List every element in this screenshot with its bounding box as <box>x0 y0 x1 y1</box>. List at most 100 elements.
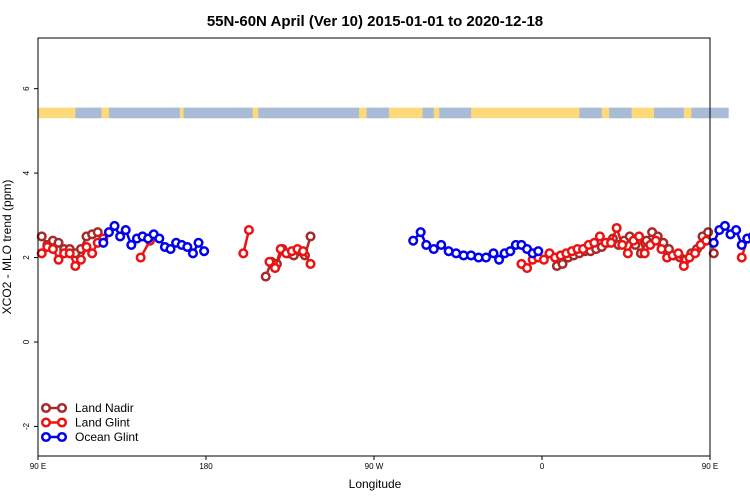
strip-ocean-patch <box>422 107 434 119</box>
strip-ocean-patch <box>258 107 360 119</box>
land-ocean-strip <box>38 107 729 119</box>
ocean-glint-point <box>415 227 426 238</box>
legend-marker-land-glint <box>40 417 52 428</box>
x-axis: 90 E 180 90 W 0 90 E <box>30 456 718 471</box>
ocean-glint-point <box>120 225 131 236</box>
land-glint-point <box>270 263 281 274</box>
land-glint-point <box>264 256 275 267</box>
ocean-glint-point <box>505 246 516 257</box>
ocean-glint-point <box>126 239 137 250</box>
legend-marker-ocean-glint <box>40 431 52 443</box>
legend-marker-land-nadir <box>56 402 68 414</box>
ocean-glint-point <box>428 244 439 255</box>
x-tick-label: 90 W <box>365 462 384 471</box>
land-glint-point <box>243 225 254 236</box>
x-tick-label: 180 <box>199 462 213 471</box>
ocean-glint-point <box>736 239 747 250</box>
ocean-glint-point <box>480 252 492 263</box>
x-tick-label: 0 <box>540 462 545 471</box>
land-glint-point <box>736 252 747 263</box>
legend-label-land-nadir: Land Nadir <box>75 401 134 415</box>
land-glint-point <box>87 248 98 259</box>
land-glint-point <box>64 248 75 259</box>
land-glint-point <box>611 222 622 234</box>
y-tick-label: 6 <box>22 86 31 91</box>
ocean-glint-point <box>182 241 193 253</box>
land-nadir-point <box>92 227 103 238</box>
y-tick-label: 4 <box>22 170 31 175</box>
legend-label-land-glint: Land Glint <box>75 416 130 430</box>
land-glint-point <box>75 254 86 265</box>
x-tick-label: 90 E <box>702 462 718 471</box>
land-nadir-point <box>703 227 714 238</box>
land-glint-point <box>673 248 684 259</box>
strip-ocean-patch <box>366 107 389 119</box>
ocean-glint-point <box>488 248 499 259</box>
land-glint-point <box>47 244 58 255</box>
chart-title: 55N-60N April (Ver 10) 2015-01-01 to 202… <box>207 13 543 30</box>
ocean-glint-point <box>533 246 544 257</box>
land-glint-point <box>622 248 633 259</box>
ocean-glint-point <box>109 220 120 231</box>
legend-marker-land-glint <box>56 417 68 428</box>
ocean-glint-point <box>494 254 505 265</box>
land-glint-point <box>634 231 645 242</box>
strip-ocean-patch <box>579 107 602 119</box>
land-nadir-point <box>260 271 271 282</box>
y-tick-label: 0 <box>22 339 31 344</box>
ocean-glint-point <box>408 235 419 246</box>
land-glint-point <box>606 237 617 248</box>
strip-ocean-patch <box>183 107 253 119</box>
ocean-glint-point <box>154 233 165 244</box>
land-glint-point <box>135 252 146 263</box>
y-tick-label: 2 <box>22 255 31 260</box>
land-glint-point <box>538 254 549 265</box>
y-tick-label: -2 <box>22 422 31 430</box>
land-glint-point <box>656 244 667 255</box>
y-axis: -2 0 2 4 6 <box>22 86 38 430</box>
ocean-glint-point <box>187 248 198 259</box>
ocean-glint-point <box>421 239 432 250</box>
land-nadir-point <box>708 248 719 259</box>
land-glint-point <box>298 246 309 257</box>
land-glint-point <box>650 235 661 246</box>
strip-ocean-patch <box>108 107 180 119</box>
land-glint-point <box>589 237 600 248</box>
strip-ocean-patch <box>75 107 102 119</box>
land-glint-point <box>53 254 64 265</box>
x-tick-label: 90 E <box>30 462 46 471</box>
ocean-glint-point <box>199 246 210 257</box>
plot-series <box>36 220 750 282</box>
legend-marker-land-nadir <box>40 402 52 414</box>
ocean-glint-point <box>731 225 742 236</box>
legend-label-ocean-glint: Ocean Glint <box>75 430 139 444</box>
land-glint-point <box>678 260 689 272</box>
land-nadir-point <box>36 231 47 242</box>
ocean-glint-point <box>436 239 447 250</box>
x-axis-label: Longitude <box>349 477 402 491</box>
strip-ocean-patch <box>439 107 472 119</box>
ocean-glint-point <box>719 220 730 231</box>
strip-ocean-patch <box>654 107 684 119</box>
legend-marker-ocean-glint <box>56 431 68 443</box>
land-glint-point <box>522 263 533 274</box>
land-glint-point <box>305 258 316 269</box>
land-nadir-point <box>53 237 64 248</box>
land-nadir-point <box>305 231 316 242</box>
land-glint-point <box>238 248 249 259</box>
ocean-glint-point <box>708 237 719 248</box>
land-glint-point <box>81 241 92 253</box>
y-axis-label: XCO2 - MLO trend (ppm) <box>0 180 14 315</box>
strip-ocean-patch <box>609 107 632 119</box>
ocean-glint-point <box>103 227 114 238</box>
ocean-glint-point <box>165 244 176 255</box>
land-glint-point <box>690 248 701 259</box>
land-glint-point <box>70 260 81 272</box>
land-glint-point <box>639 248 650 259</box>
ocean-glint-point <box>115 231 126 242</box>
ocean-glint-point <box>98 237 109 248</box>
land-glint-point <box>594 231 605 242</box>
ocean-glint-point <box>193 237 204 248</box>
